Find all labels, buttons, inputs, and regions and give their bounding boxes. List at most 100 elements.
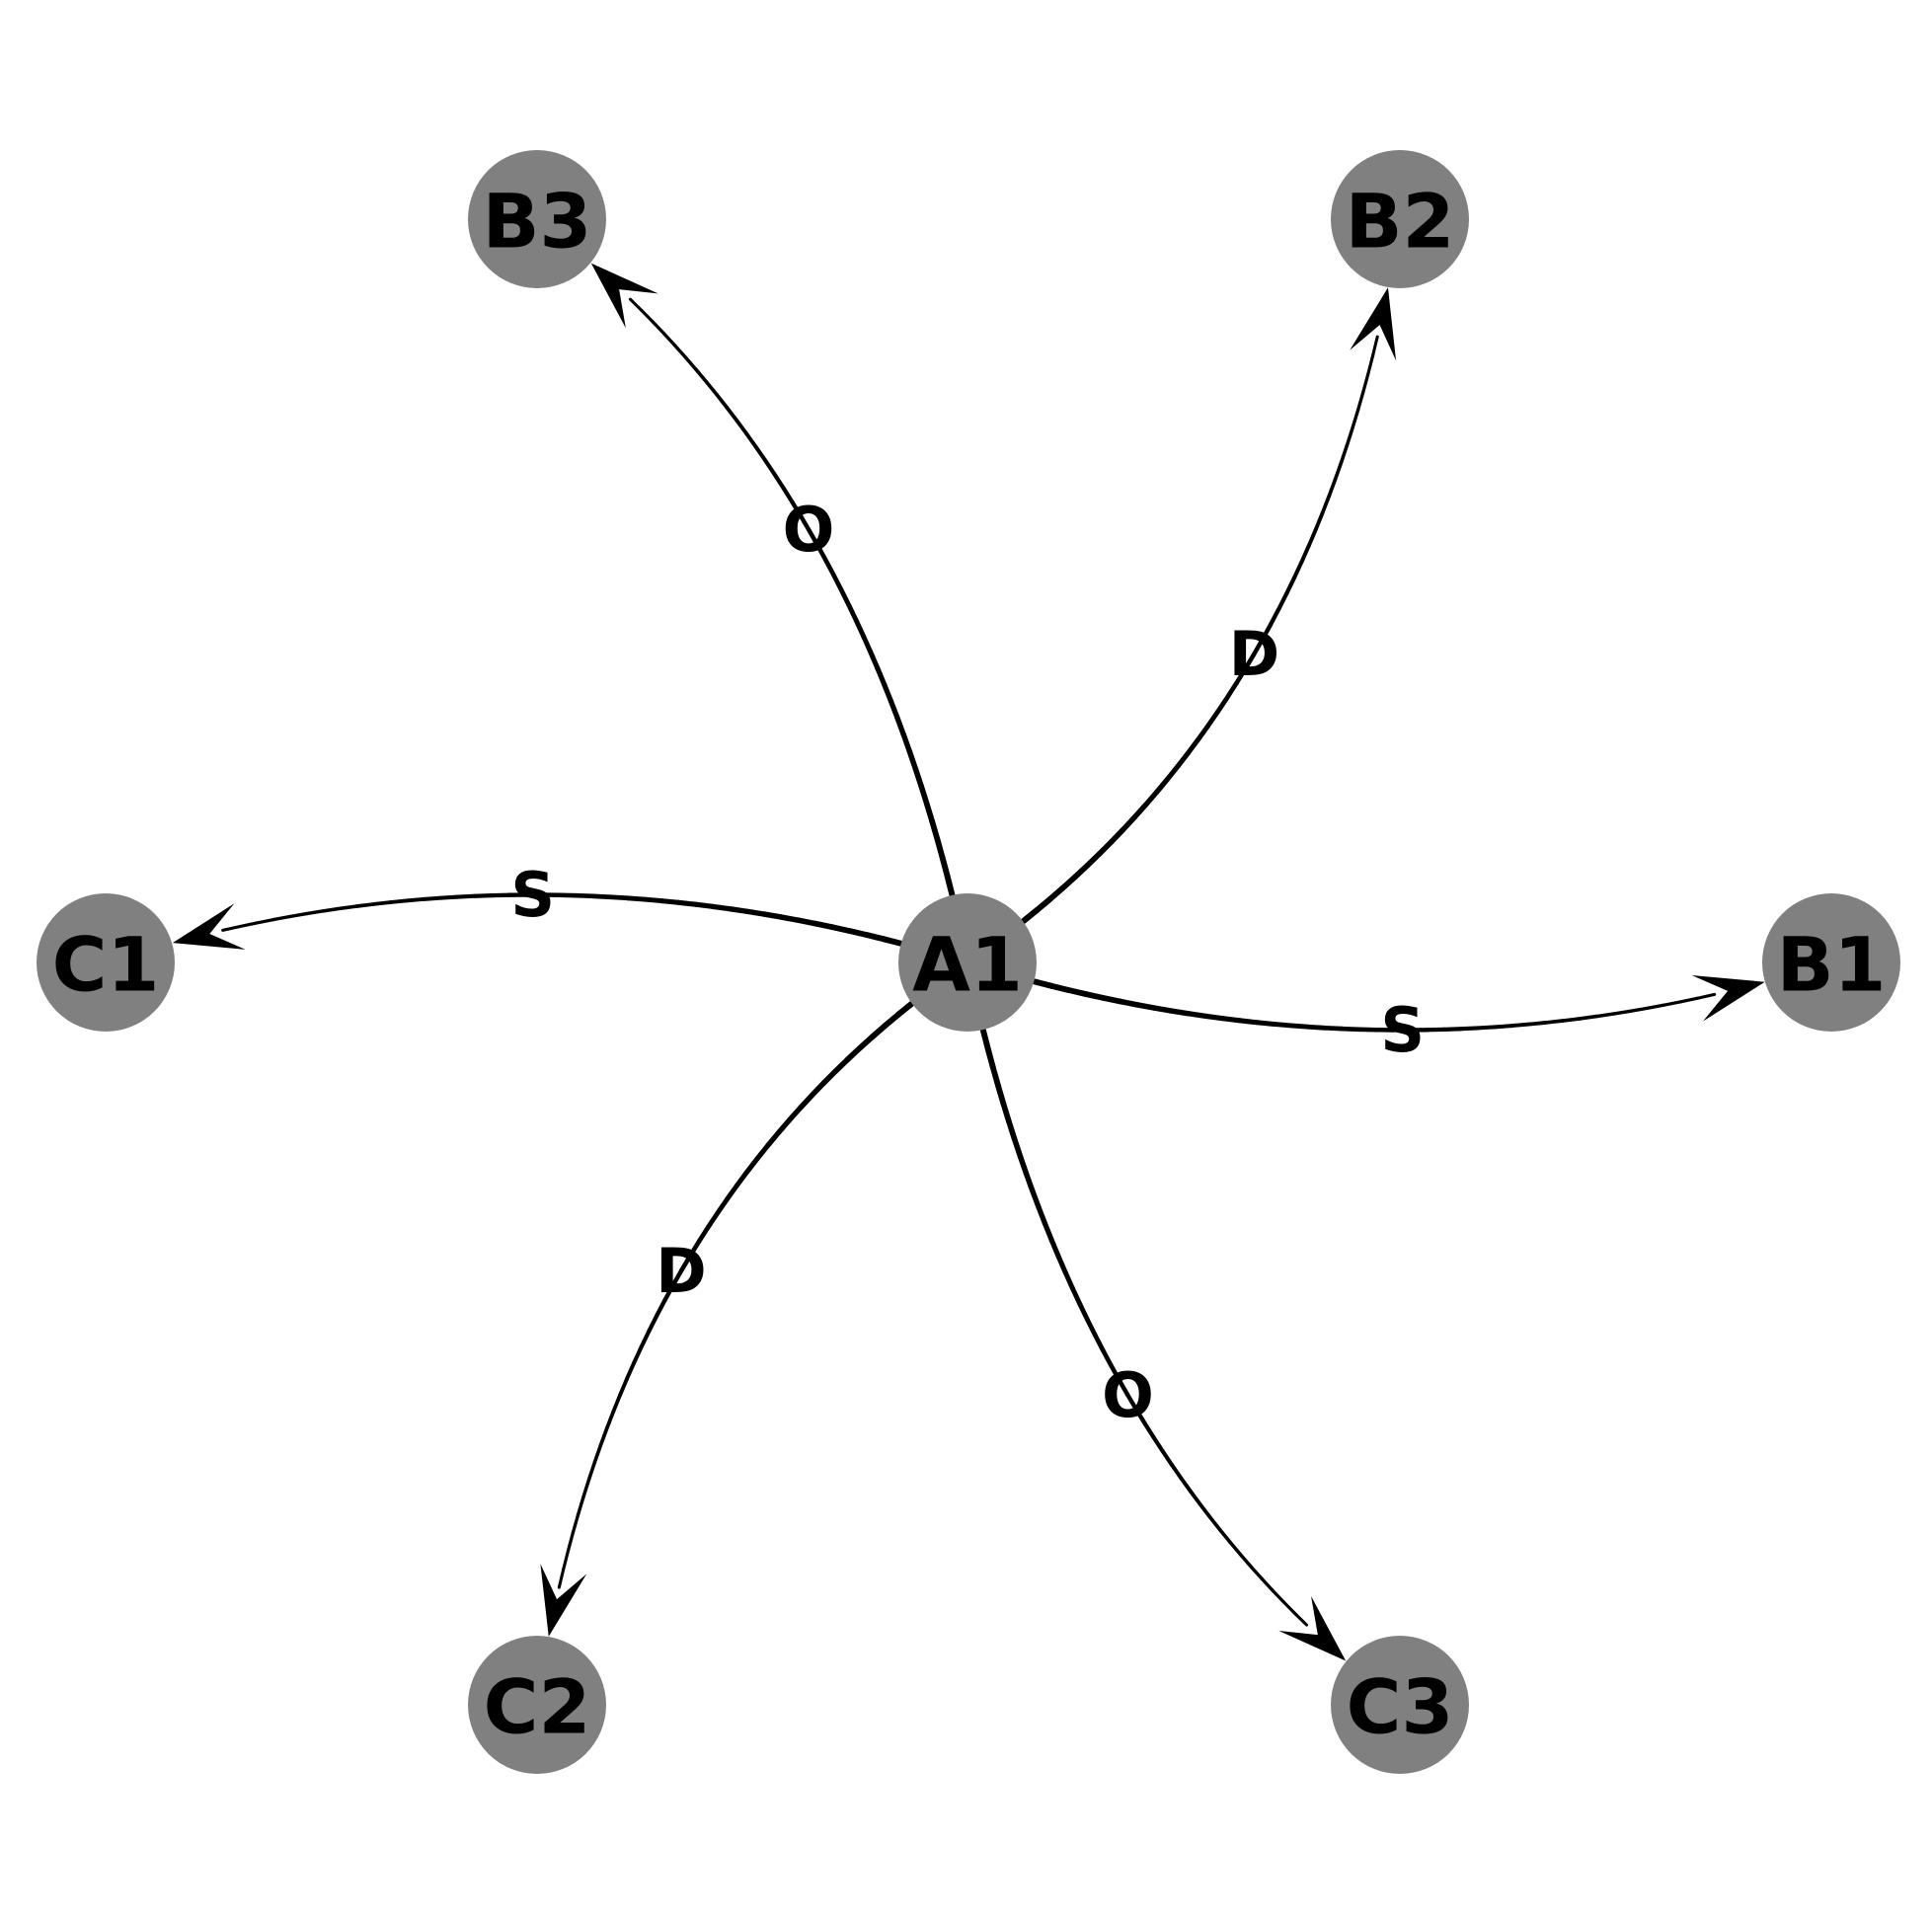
edge-line-segment — [1015, 1139, 1021, 1157]
edge-line-segment — [915, 769, 921, 787]
edge-line-segment — [627, 1363, 634, 1379]
node-b2: B2 — [1331, 150, 1469, 288]
edge-line-segment — [1230, 1543, 1241, 1555]
edge-line-segment — [1580, 1017, 1596, 1019]
edge-line-segment — [607, 1412, 614, 1428]
edge-line-segment — [1664, 1002, 1681, 1005]
edge-line-segment — [1026, 1174, 1032, 1190]
edge-line-segment — [374, 902, 391, 904]
edge-line-segment — [1348, 427, 1353, 445]
edge-line-segment — [425, 898, 441, 899]
edge-line-segment — [849, 605, 857, 621]
edge-line-segment — [903, 734, 909, 751]
edge-label: S — [510, 859, 555, 931]
edge-line-segment — [642, 1332, 650, 1347]
edge-line-segment — [1613, 1011, 1630, 1014]
edge-line-segment — [1073, 1288, 1080, 1304]
edge-line-segment — [1189, 739, 1198, 753]
edge-a1-b1: S — [1034, 975, 1764, 1066]
edge-line-segment — [728, 1186, 737, 1199]
edge-line-segment — [577, 895, 593, 896]
edge-line-segment — [458, 896, 475, 897]
edge-line-segment — [1358, 392, 1363, 410]
edge-line-segment — [589, 1462, 595, 1479]
edge-line-segment — [1363, 373, 1368, 391]
edge-line-segment — [568, 1533, 573, 1551]
edge-line-segment — [559, 1569, 563, 1587]
edge-line-segment — [897, 718, 903, 734]
node-label: C3 — [1347, 1663, 1454, 1751]
edge-line-segment — [1342, 445, 1348, 463]
edge-line-segment — [1020, 1156, 1026, 1173]
edge-line-segment — [441, 897, 458, 898]
edge-line-segment — [630, 299, 642, 310]
edge-line-segment — [1200, 1504, 1210, 1517]
edge-line-segment — [1647, 1005, 1663, 1008]
node-c3: C3 — [1331, 1636, 1469, 1774]
node-label: B3 — [483, 178, 592, 266]
edge-line-segment — [1278, 593, 1286, 609]
edge-line-segment — [307, 911, 324, 914]
edge-line-segment — [1563, 1019, 1580, 1021]
edge-line-segment — [1240, 1021, 1257, 1023]
edge-line-segment — [1698, 994, 1715, 998]
edge-line-segment — [645, 899, 661, 900]
edge-line-segment — [664, 334, 675, 346]
edge-line-segment — [223, 927, 240, 931]
edge-line-segment — [757, 1145, 768, 1158]
edge-line-segment — [1478, 1027, 1495, 1028]
edge-line-segment — [878, 668, 885, 684]
edge-line-segment — [273, 917, 290, 920]
edge-line-segment — [927, 804, 932, 821]
edge-line-segment — [685, 357, 696, 369]
edge-line-segment — [727, 407, 736, 420]
edge-line-segment — [1191, 1492, 1200, 1504]
edge-line-segment — [240, 923, 257, 927]
node-label: C1 — [52, 921, 160, 1009]
edge-a1-c2: D — [540, 1004, 911, 1637]
edge-line-segment — [921, 786, 927, 804]
edge-line-segment — [573, 1514, 578, 1532]
edge-line-segment — [755, 446, 764, 460]
node-label: C2 — [484, 1663, 591, 1751]
edge-a1-c1: S — [173, 859, 901, 950]
edge-a1-b2: D — [1024, 287, 1396, 921]
edge-line-segment — [1065, 1272, 1072, 1288]
edge-line-segment — [391, 900, 408, 902]
edge-line-segment — [1167, 766, 1178, 779]
edge-line-segment — [1178, 753, 1188, 766]
edge-line-segment — [1630, 1008, 1647, 1011]
edge-line-segment — [1172, 1465, 1181, 1479]
edge-line-segment — [1596, 1014, 1613, 1017]
edge-line-segment — [890, 701, 896, 718]
edge-line-segment — [1461, 1028, 1478, 1029]
edge-line-segment — [871, 653, 878, 668]
edge-line-segment — [1045, 1224, 1052, 1241]
edge-a1-c3: O — [983, 1031, 1346, 1661]
edge-line-segment — [1294, 562, 1301, 577]
edge-line-segment — [1205, 1016, 1222, 1018]
edge-line-segment — [1262, 1579, 1273, 1591]
nodes-layer: A1 B1B2B3C1C2 C3 — [37, 150, 1900, 1774]
edge-line-segment — [408, 899, 425, 900]
edge-line-segment — [1039, 1207, 1045, 1224]
edge-line-segment — [257, 920, 273, 923]
edge-line-segment — [579, 1498, 583, 1515]
edge-line-segment — [475, 895, 492, 896]
edge-line-segment — [747, 1159, 757, 1172]
edge-line-segment — [1163, 1451, 1172, 1465]
edge-line-segment — [1512, 1025, 1529, 1026]
edge-line-segment — [864, 636, 871, 652]
edge-line-segment — [1153, 1437, 1162, 1451]
edge-line-segment — [1181, 1478, 1191, 1491]
edge-line-segment — [610, 897, 627, 898]
edge-line-segment — [713, 906, 730, 908]
edge-label: S — [1380, 994, 1425, 1066]
edge-line-segment — [1325, 1028, 1342, 1029]
node-c2: C2 — [468, 1636, 606, 1774]
edge-line-segment — [324, 908, 341, 911]
edge-line-segment — [1316, 513, 1323, 530]
edge-line-segment — [909, 751, 915, 768]
node-label: B2 — [1346, 178, 1455, 266]
